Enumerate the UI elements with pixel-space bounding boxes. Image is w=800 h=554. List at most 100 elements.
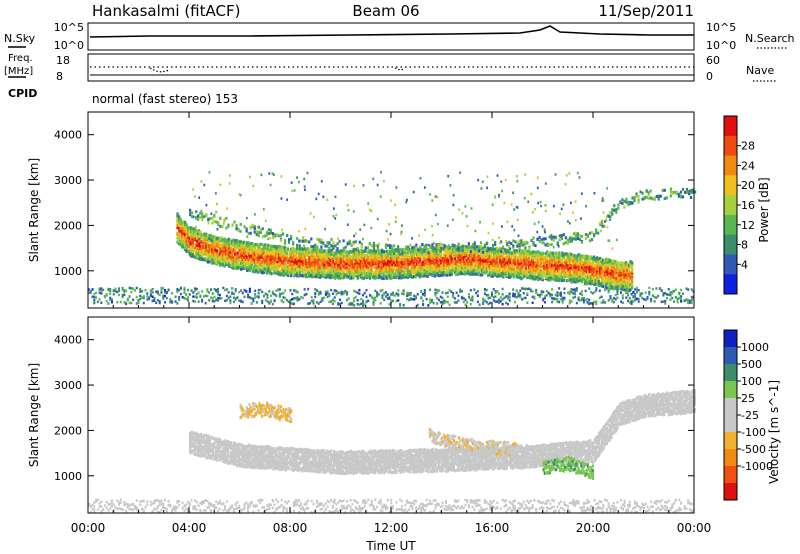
power-cell <box>604 301 607 304</box>
power-cell <box>253 251 257 255</box>
power-cell <box>611 263 614 267</box>
power-cell <box>588 269 591 274</box>
power-cell <box>391 254 394 258</box>
power-cell <box>623 262 626 266</box>
power-cell <box>327 270 331 274</box>
power-cell <box>359 253 363 257</box>
power-cell <box>568 265 572 270</box>
power-cell <box>183 232 187 236</box>
power-cell <box>241 257 244 262</box>
power-cell <box>353 268 357 272</box>
power-cell <box>400 265 403 269</box>
power-cell <box>566 291 569 295</box>
power-cell <box>335 292 338 296</box>
power-cell <box>182 238 185 242</box>
power-cell <box>669 291 672 294</box>
power-cell <box>376 272 379 276</box>
power-cell <box>215 289 218 293</box>
power-cell <box>414 275 417 279</box>
power-cell <box>501 302 504 306</box>
power-cell <box>128 295 131 298</box>
power-cell <box>420 270 423 274</box>
power-cell <box>600 301 603 304</box>
power-cell <box>200 252 204 256</box>
power-cell <box>477 268 481 272</box>
power-cell <box>447 262 450 266</box>
power-cell <box>586 275 590 279</box>
power-cell <box>174 295 177 299</box>
power-cell <box>574 237 578 241</box>
power-cell <box>249 244 252 248</box>
power-cell <box>570 257 573 261</box>
power-cell <box>630 261 634 265</box>
power-cell <box>533 252 537 256</box>
power-cell <box>224 239 228 243</box>
power-cell <box>353 262 357 266</box>
power-cell <box>400 248 403 252</box>
power-cell <box>521 252 525 256</box>
power-cell <box>376 247 380 251</box>
power-cell <box>356 276 360 280</box>
power-cell <box>256 254 260 259</box>
power-cell <box>626 283 629 288</box>
power-cell <box>549 265 552 269</box>
power-cell <box>275 294 278 298</box>
power-cell <box>329 254 332 258</box>
power-cell <box>420 248 423 252</box>
power-cell <box>315 258 319 262</box>
power-cell <box>363 291 366 295</box>
power-cell <box>435 248 438 252</box>
power-cell <box>615 280 619 285</box>
power-cell <box>469 302 472 306</box>
power-cell <box>135 302 138 305</box>
power-cell <box>536 277 540 282</box>
power-cell <box>365 295 368 299</box>
power-cell <box>233 239 237 243</box>
power-cell <box>601 223 604 227</box>
power-cell <box>223 254 226 258</box>
power-cell <box>447 258 450 262</box>
power-cell <box>467 253 470 257</box>
power-cell <box>116 300 119 304</box>
power-cell <box>467 258 470 263</box>
power-cell <box>317 262 320 266</box>
power-cell <box>423 288 426 292</box>
power-cell <box>629 264 632 269</box>
power-cell <box>241 243 244 247</box>
power-cell <box>283 261 287 265</box>
power-cell <box>354 295 357 299</box>
power-cell <box>579 262 582 267</box>
power-cell <box>256 250 260 254</box>
power-cell <box>146 295 149 298</box>
power-cell <box>492 299 495 302</box>
power-cell <box>361 253 364 257</box>
power-cell <box>591 276 594 280</box>
power-cell <box>336 274 340 278</box>
power-cell <box>212 250 216 254</box>
power-cell <box>494 261 497 265</box>
power-cell <box>370 261 373 265</box>
power-cell <box>365 255 369 260</box>
power-cell <box>350 272 353 276</box>
power-cell <box>399 258 402 262</box>
power-cell <box>287 300 290 303</box>
power-cell <box>462 259 466 263</box>
power-cell <box>665 196 668 200</box>
power-cell <box>215 239 219 243</box>
power-cell <box>602 258 605 262</box>
power-cell <box>220 250 223 254</box>
power-cell <box>614 298 617 301</box>
power-cell <box>381 288 384 292</box>
power-cell <box>596 277 599 281</box>
power-cell <box>556 253 560 257</box>
power-cell <box>414 269 417 273</box>
power-cell <box>489 274 493 278</box>
power-cell <box>466 301 469 304</box>
power-cell <box>379 302 382 305</box>
power-cell <box>303 266 307 270</box>
power-cell <box>250 249 254 253</box>
power-cell <box>364 262 367 266</box>
power-cell <box>400 276 403 280</box>
power-cell <box>244 257 247 262</box>
power-cell <box>630 282 634 287</box>
